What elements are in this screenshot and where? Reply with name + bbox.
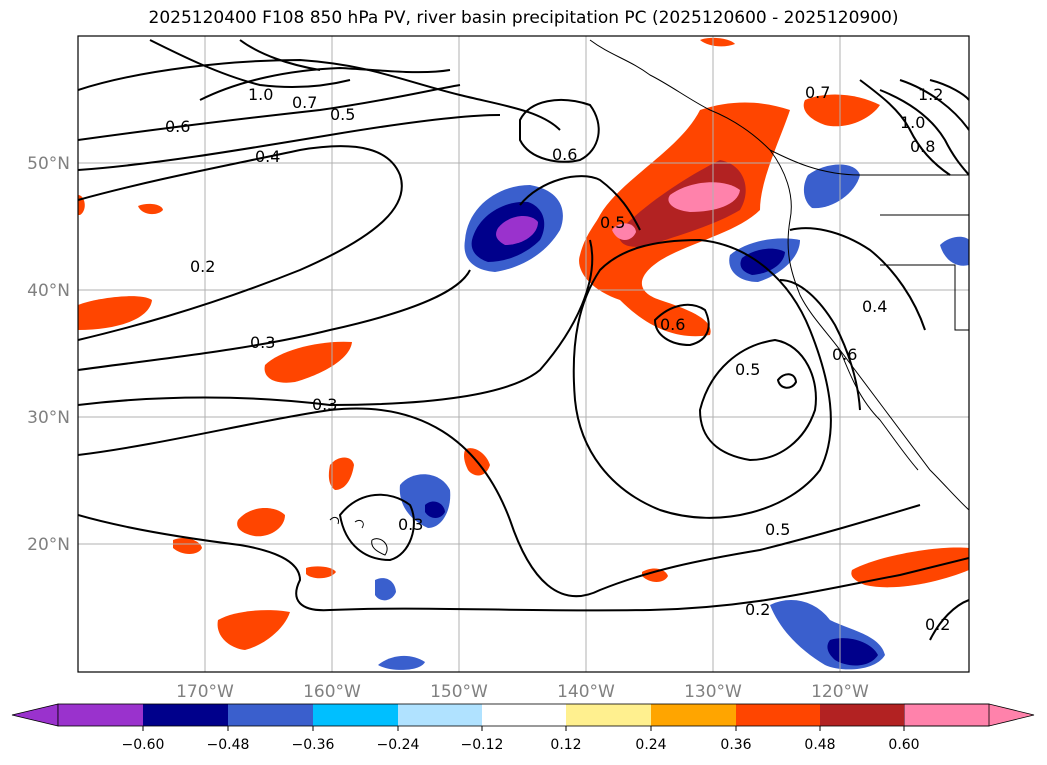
lon-label: 170°W — [176, 682, 234, 702]
pv-contours — [78, 39, 969, 641]
contour-label: 0.7 — [805, 83, 830, 102]
map-frame — [77, 35, 970, 673]
contour-label: 0.8 — [910, 137, 935, 156]
contour-label: 1.2 — [918, 85, 943, 104]
lat-label: 50°N — [27, 154, 70, 174]
map-title: 2025120400 F108 850 hPa PV, river basin … — [148, 8, 899, 28]
colorbar-segment — [651, 704, 736, 726]
lon-label: 150°W — [430, 682, 488, 702]
lon-label: 160°W — [303, 682, 361, 702]
colorbar-tick-label: −0.12 — [461, 737, 504, 753]
colorbar-segment — [143, 704, 228, 726]
map-area: 1.0 0.7 0.5 0.6 0.4 0.2 0.3 0.3 0.6 0.5 … — [78, 36, 969, 672]
colorbar-tick-label: −0.24 — [377, 737, 420, 753]
colorbar-tick-label: 0.12 — [550, 737, 581, 753]
colorbar-ticks — [142, 726, 905, 731]
contour-label: 0.6 — [552, 145, 577, 164]
colorbar-segment — [228, 704, 313, 726]
colorbar-segment — [736, 704, 820, 726]
colorbar-tick-label: 0.24 — [635, 737, 666, 753]
contour-label: 0.2 — [190, 257, 215, 276]
colorbar-tick-label: 0.36 — [720, 737, 751, 753]
colorbar-tick-label: −0.36 — [292, 737, 335, 753]
colorbar-segment — [58, 704, 143, 726]
contour-label: 0.4 — [862, 297, 887, 316]
gridlines — [78, 36, 969, 672]
contour-label: 0.5 — [735, 360, 760, 379]
contour-label: 1.0 — [900, 113, 925, 132]
contour-label: 0.7 — [292, 93, 317, 112]
negative-precip-anomalies — [375, 164, 969, 670]
longitude-labels: 170°W 160°W 150°W 140°W 130°W 120°W — [176, 682, 869, 702]
colorbar-segment — [482, 704, 566, 726]
colorbar-segment — [566, 704, 651, 726]
contour-label: 0.3 — [312, 395, 337, 414]
lat-label: 20°N — [27, 535, 70, 555]
contour-label: 0.6 — [165, 117, 190, 136]
contour-label: 0.2 — [745, 600, 770, 619]
coastlines — [329, 39, 969, 556]
contour-label: 0.3 — [398, 515, 423, 534]
contour-label: 0.5 — [600, 213, 625, 232]
contour-label: 0.6 — [660, 315, 685, 334]
contour-label: 0.2 — [925, 615, 950, 634]
colorbar-tick-label: 0.48 — [804, 737, 835, 753]
contour-labels: 1.0 0.7 0.5 0.6 0.4 0.2 0.3 0.3 0.6 0.5 … — [165, 83, 950, 634]
lon-label: 140°W — [557, 682, 615, 702]
colorbar-segment — [820, 704, 904, 726]
colorbar-tick-label: 0.60 — [888, 737, 919, 753]
lat-label: 40°N — [27, 281, 70, 301]
contour-label: 0.6 — [832, 345, 857, 364]
lon-label: 120°W — [811, 682, 869, 702]
latitude-labels: 50°N 40°N 30°N 20°N — [27, 154, 70, 555]
colorbar-tick-label: −0.60 — [122, 737, 165, 753]
colorbar-extend-low — [11, 703, 59, 727]
contour-label: 1.0 — [248, 85, 273, 104]
contour-label: 0.5 — [330, 105, 355, 124]
colorbar-tick-label: −0.48 — [207, 737, 250, 753]
colorbar-segment — [313, 704, 398, 726]
lon-label: 130°W — [684, 682, 742, 702]
contour-label: 0.5 — [765, 520, 790, 539]
colorbar-segment — [398, 704, 482, 726]
colorbar: −0.60 −0.48 −0.36 −0.24 −0.12 0.12 0.24 … — [11, 703, 1035, 753]
positive-precip-anomalies — [78, 37, 969, 650]
colorbar-extend-high — [903, 703, 1035, 727]
contour-label: 0.3 — [250, 333, 275, 352]
lat-label: 30°N — [27, 408, 70, 428]
contour-label: 0.4 — [255, 147, 280, 166]
